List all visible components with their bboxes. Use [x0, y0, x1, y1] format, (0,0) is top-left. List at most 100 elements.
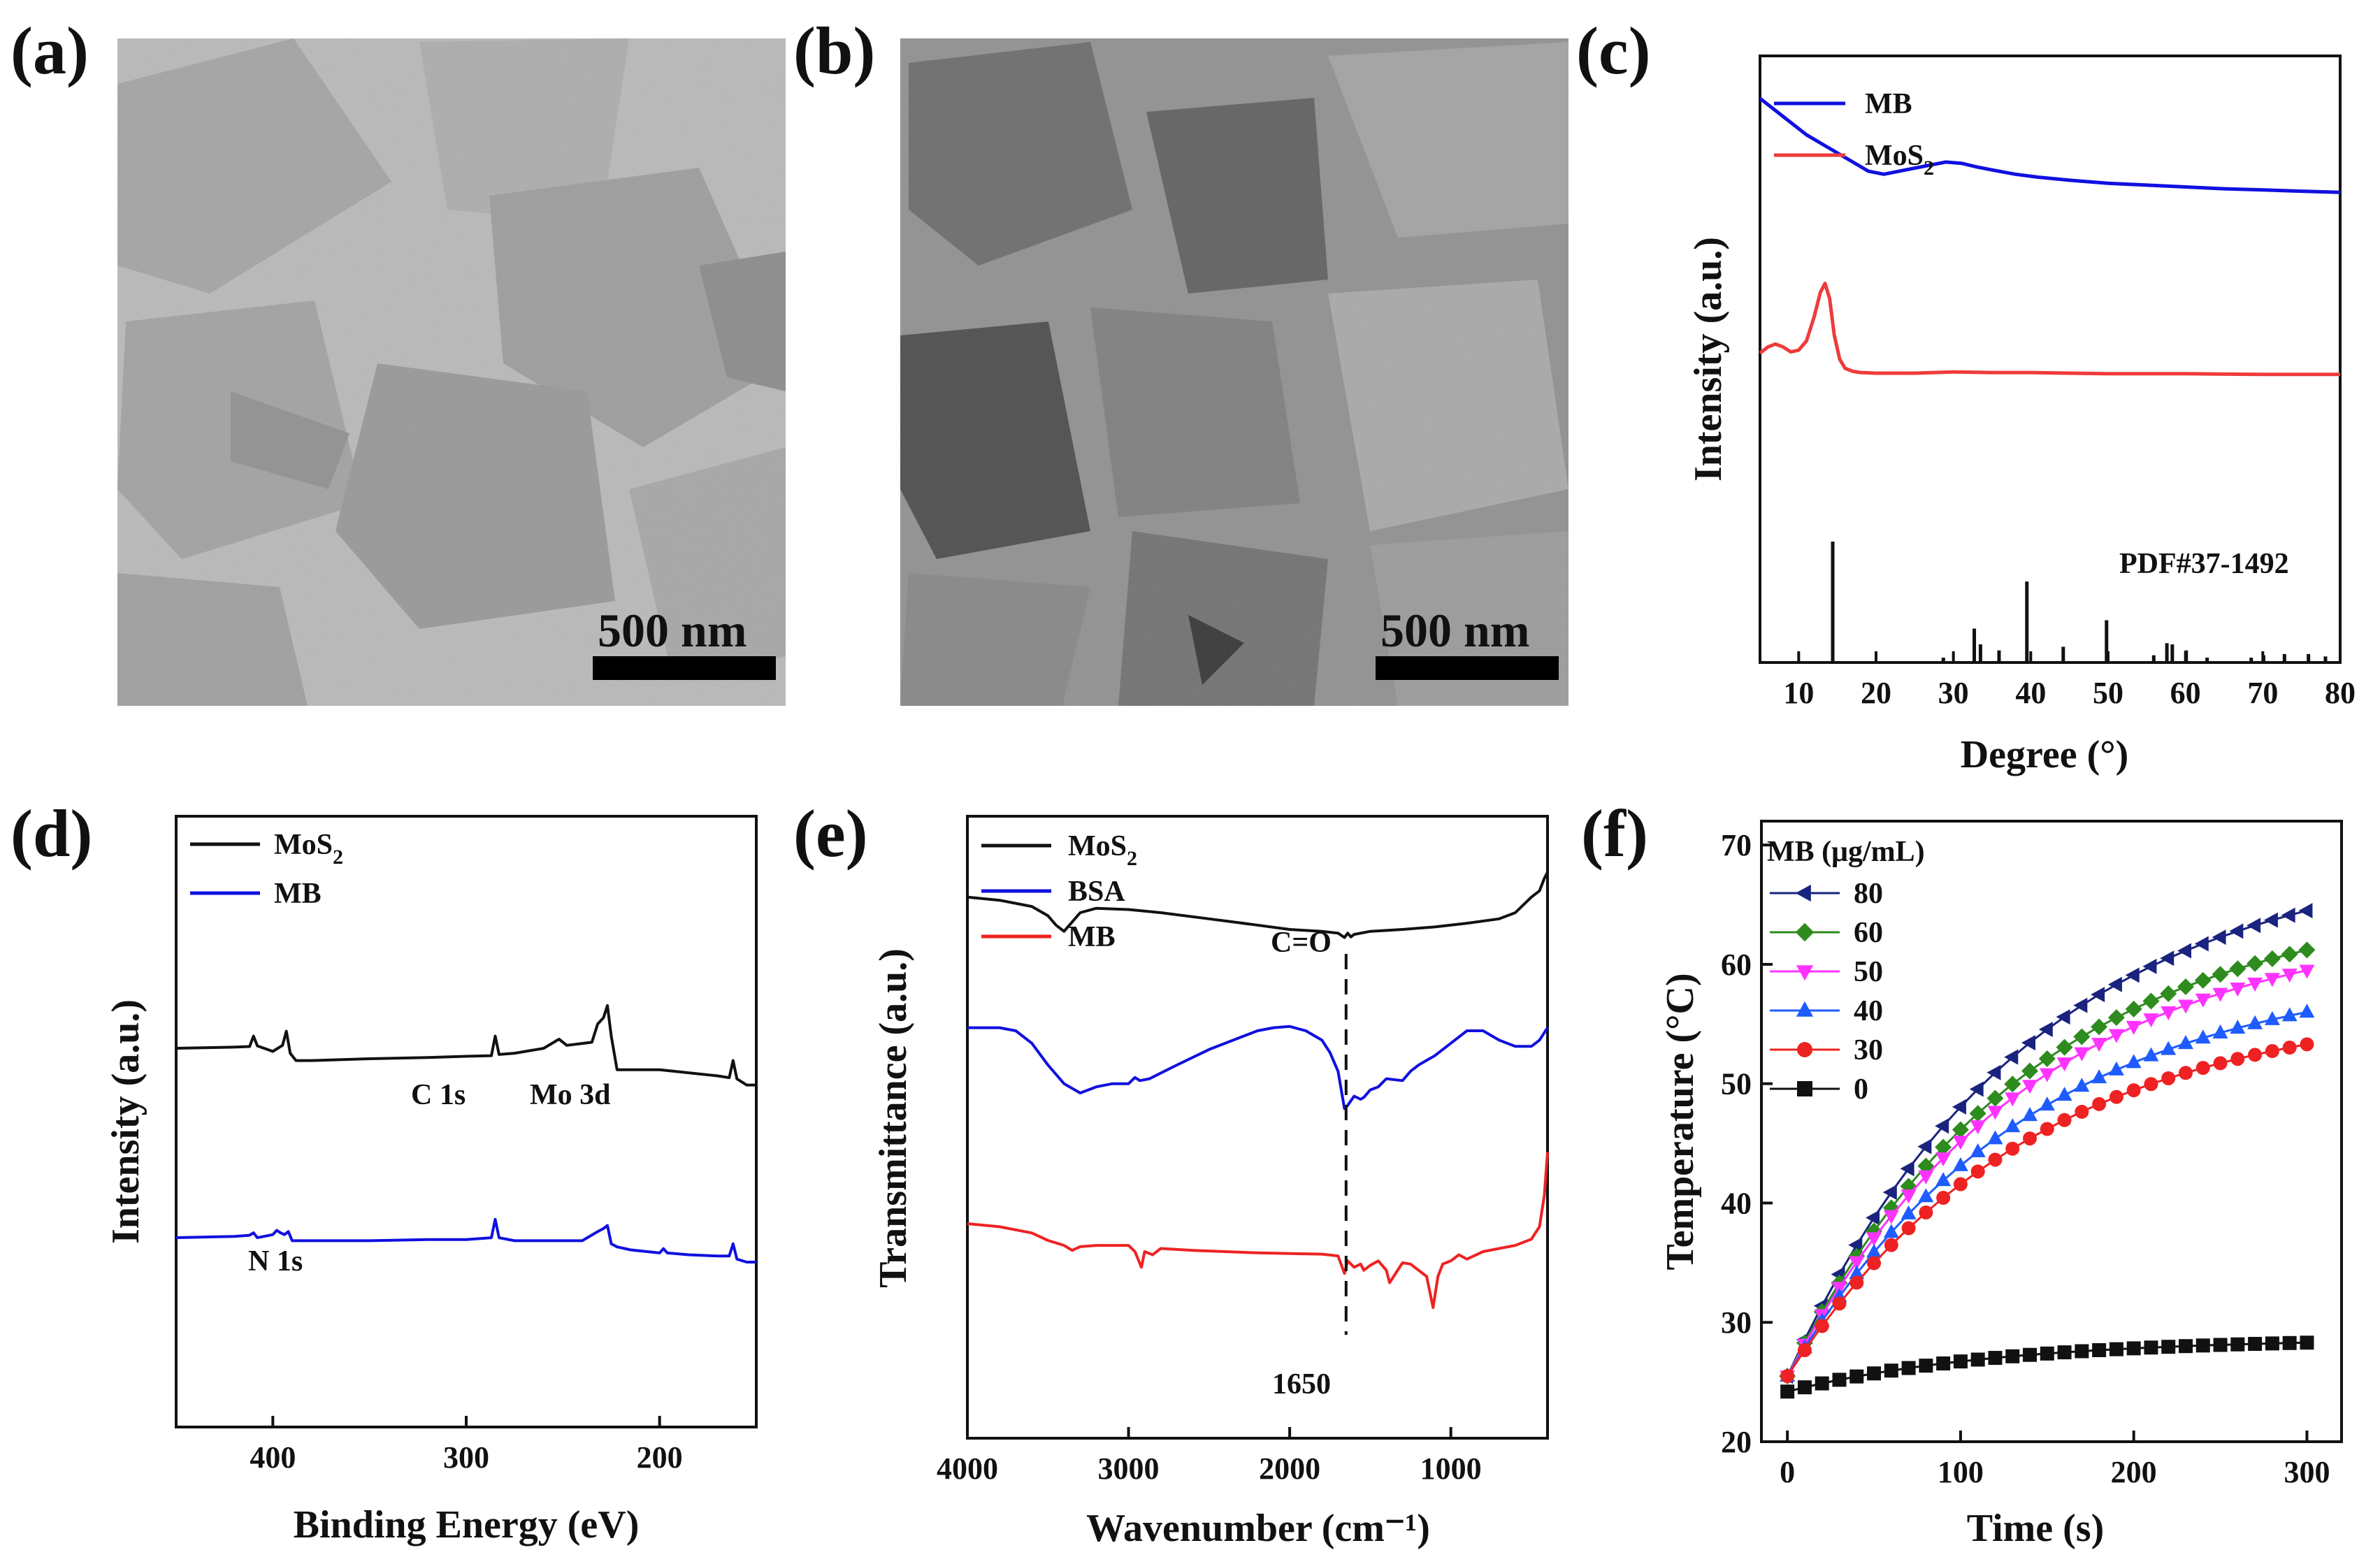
data-point-60	[2229, 960, 2246, 978]
data-point-80	[1952, 1099, 1966, 1115]
data-point-30	[1901, 1221, 1916, 1236]
data-point-40	[1901, 1205, 1917, 1219]
data-point-50	[2126, 1020, 2142, 1035]
d-xtick-label: 200	[637, 1440, 683, 1475]
x-axis-title-f: Time (s)	[1967, 1507, 2105, 1550]
data-point-60	[2004, 1076, 2021, 1093]
panel-c-label: (c)	[1576, 13, 1651, 88]
data-point-0	[1815, 1376, 1829, 1391]
data-point-50	[1866, 1232, 1882, 1247]
data-point-0	[2195, 1338, 2210, 1353]
data-point-30	[2300, 1037, 2314, 1052]
c-xtick-label: 50	[2093, 676, 2123, 710]
data-point-60	[2212, 966, 2229, 983]
data-point-30	[1919, 1205, 1933, 1219]
data-point-40	[1918, 1188, 1934, 1203]
f-xtick-label: 100	[1938, 1455, 1984, 1489]
data-point-60	[2073, 1028, 2091, 1045]
data-point-30	[1832, 1296, 1847, 1311]
y-axis-title-f: Temperature (°C)	[1659, 973, 1702, 1270]
data-point-40	[2195, 1029, 2211, 1044]
series-line-mb	[967, 1152, 1549, 1310]
data-point-0	[2161, 1340, 2176, 1354]
data-point-50	[2039, 1068, 2055, 1083]
data-point-40	[1952, 1157, 1968, 1171]
data-point-50	[2195, 993, 2211, 1008]
data-point-80	[2160, 950, 2175, 966]
chart-d-frame	[175, 815, 758, 1428]
legend-title-f: MB (μg/mL)	[1767, 836, 1925, 868]
data-point-30	[2075, 1104, 2089, 1119]
data-point-0	[2144, 1340, 2158, 1355]
data-point-80	[2004, 1049, 2019, 1065]
data-point-80	[1935, 1118, 1949, 1134]
data-point-40	[2005, 1118, 2021, 1133]
data-point-30	[1970, 1164, 1985, 1179]
data-point-30	[2282, 1041, 2297, 1055]
data-point-60	[2246, 955, 2264, 972]
data-point-30	[2213, 1056, 2228, 1071]
legend-label-mos2-e: MoS2	[1068, 830, 1137, 870]
c-xtick-label: 70	[2247, 676, 2278, 710]
data-point-50	[2091, 1038, 2107, 1052]
chart-e-frame	[966, 815, 1549, 1440]
tem-image-a	[117, 38, 786, 706]
legend-marker-30	[1797, 1042, 1812, 1057]
data-point-30	[2109, 1089, 2123, 1104]
data-point-0	[2109, 1342, 2123, 1356]
data-point-60	[2021, 1062, 2039, 1080]
data-point-40	[2022, 1107, 2038, 1122]
data-point-80	[1969, 1081, 1984, 1097]
data-point-60	[1969, 1105, 1986, 1122]
e-xtick-label: 1000	[1420, 1451, 1482, 1486]
data-point-0	[2179, 1339, 2193, 1354]
data-point-80	[2298, 903, 2313, 919]
data-point-40	[2056, 1087, 2072, 1101]
data-point-40	[1935, 1172, 1952, 1187]
data-point-50	[1883, 1210, 1899, 1224]
data-point-80	[2021, 1035, 2036, 1051]
f-xtick-label: 300	[2284, 1455, 2330, 1489]
chart-f-frame	[1760, 820, 2343, 1443]
data-point-50	[2074, 1047, 2090, 1062]
chart-e: (e) 4000 3000 2000 1000 C=O 1650 MoS2 BSA M…	[793, 796, 1549, 1550]
data-point-30	[2023, 1131, 2038, 1146]
f-ytick-label: 30	[1721, 1305, 1752, 1340]
data-point-0	[1988, 1351, 2003, 1366]
data-point-0	[1919, 1359, 1933, 1373]
data-point-30	[1815, 1319, 1829, 1333]
data-point-60	[2177, 978, 2195, 995]
data-point-60	[1935, 1138, 1952, 1156]
data-point-60	[2142, 992, 2160, 1010]
data-point-50	[2056, 1057, 2072, 1072]
data-point-30	[2195, 1061, 2210, 1076]
f-ytick-label: 60	[1721, 948, 1752, 982]
data-point-0	[2040, 1346, 2054, 1361]
data-point-50	[1952, 1136, 1968, 1150]
data-point-40	[2108, 1061, 2124, 1076]
d-xtick-label: 400	[250, 1440, 296, 1475]
data-point-30	[1936, 1191, 1951, 1205]
f-xtick-label: 0	[1780, 1455, 1795, 1489]
data-point-0	[2300, 1335, 2314, 1350]
annotation-1650: 1650	[1272, 1368, 1331, 1400]
data-point-80	[2212, 929, 2226, 946]
data-point-40	[2178, 1035, 2194, 1050]
panel-e-label: (e)	[793, 796, 868, 871]
data-point-0	[1832, 1373, 1847, 1387]
data-point-30	[1988, 1152, 2003, 1167]
data-point-60	[2281, 946, 2298, 963]
data-point-0	[2248, 1337, 2263, 1352]
data-point-0	[1867, 1366, 1882, 1381]
series-line-mb	[1759, 96, 2341, 194]
data-point-30	[2161, 1071, 2176, 1085]
data-point-30	[2144, 1077, 2158, 1092]
series-line-bsa	[967, 1024, 1549, 1110]
data-point-50	[2281, 969, 2298, 983]
data-point-0	[1901, 1361, 1916, 1375]
data-point-60	[2038, 1050, 2056, 1067]
data-point-80	[2194, 936, 2209, 952]
data-point-30	[2248, 1048, 2263, 1062]
data-point-40	[1883, 1224, 1899, 1238]
c-xtick-label: 60	[2170, 676, 2201, 710]
